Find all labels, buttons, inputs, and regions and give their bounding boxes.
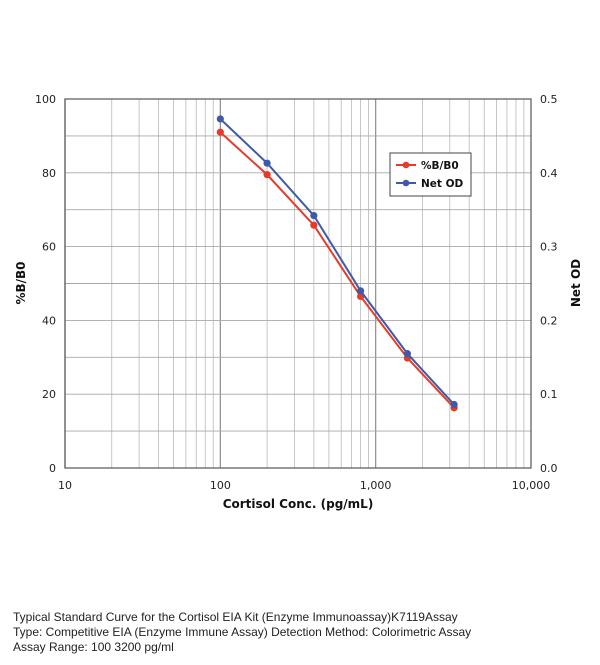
legend-percent-b-b0-marker [402, 161, 410, 169]
net-od-point [357, 287, 365, 295]
net-od-line [219, 118, 455, 406]
y-tick-label: 20 [42, 388, 56, 401]
y2-tick-label: 0.2 [540, 314, 558, 327]
y2-tick-label: 0.5 [540, 93, 558, 106]
standard-curve-chart: 10 100 1,000 10,000 0 20 40 60 80 100 0.0 0.1 0.2 0.3… [14, 93, 583, 511]
x-tick-label: 10,000 [512, 479, 551, 492]
x-tick-label: 10 [58, 479, 72, 492]
y-tick-label: 80 [42, 167, 56, 180]
legend-percent-b-b0-label: %B/B0 [421, 160, 459, 172]
net-od-point [450, 400, 458, 409]
y-axis-title: %B/B0 [14, 261, 28, 304]
figure-caption: Typical Standard Curve for the Cortisol … [13, 610, 593, 655]
legend: %B/B0 Net OD [389, 152, 472, 197]
y-tick-label: 60 [42, 241, 56, 254]
x-axis-title: Cortisol Conc. (pg/mL) [223, 497, 374, 511]
percent-b-b0-line [219, 131, 455, 409]
y2-tick-label: 0.3 [540, 241, 558, 254]
percent-b-b0-point [216, 128, 224, 136]
caption-line-3: Assay Range: 100 3200 pg/ml [13, 640, 174, 654]
legend-net-od-label: Net OD [421, 178, 464, 190]
net-od-point [263, 159, 271, 167]
percent-b-b0-point [310, 221, 318, 229]
legend-net-od-marker [402, 179, 410, 187]
x-tick-label: 100 [210, 479, 231, 492]
chart-canvas: 10 100 1,000 10,000 0 20 40 60 80 100 0.0 0.1 0.2 0.3… [14, 93, 583, 511]
net-od-point [403, 350, 411, 358]
net-od-point [216, 115, 224, 123]
axes: 10 100 1,000 10,000 0 20 40 60 80 100 0.0 0.1 0.2 0.3… [35, 93, 558, 492]
y2-tick-label: 0.0 [540, 462, 558, 475]
caption-line-1: Typical Standard Curve for the Cortisol … [13, 610, 458, 624]
net-od-point [310, 212, 318, 220]
percent-b-b0-point [263, 171, 271, 179]
x-tick-label: 1,000 [360, 479, 392, 492]
series [216, 115, 458, 412]
plot-border [64, 98, 532, 469]
caption-line-2: Type: Competitive EIA (Enzyme Immune Ass… [13, 625, 472, 639]
legend-box [389, 152, 472, 197]
y2-tick-label: 0.4 [540, 167, 558, 180]
y-tick-label: 0 [49, 462, 56, 475]
y-tick-label: 100 [35, 93, 56, 106]
y2-axis-title: Net OD [569, 259, 583, 307]
y2-tick-label: 0.1 [540, 388, 558, 401]
y-tick-label: 40 [42, 314, 56, 327]
